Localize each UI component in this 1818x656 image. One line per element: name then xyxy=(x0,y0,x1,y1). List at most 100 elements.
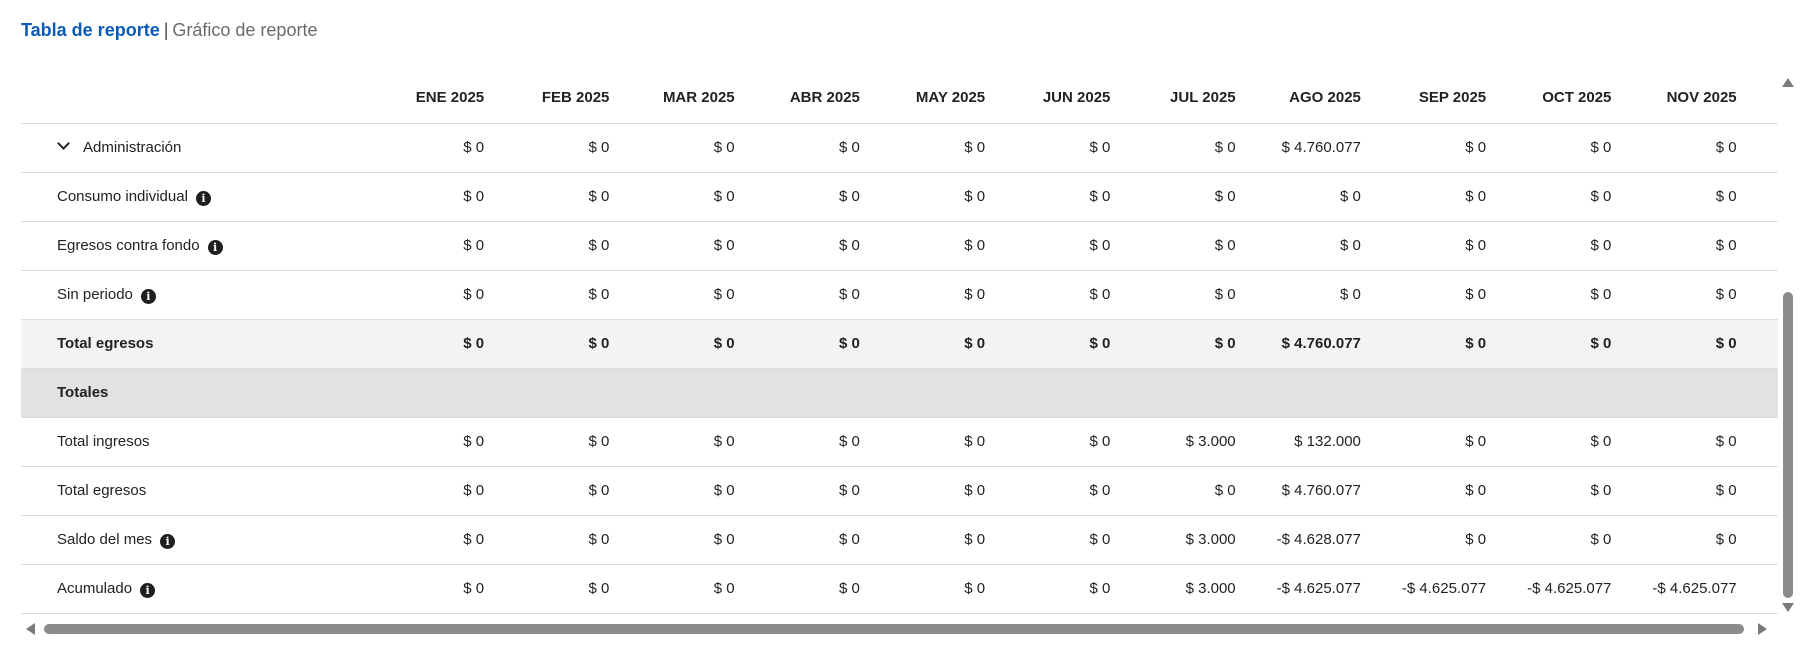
value-cell: $ 0 xyxy=(1372,466,1499,516)
value-cell: $ 0 xyxy=(370,515,497,565)
horizontal-scrollbar[interactable] xyxy=(24,622,1781,636)
value-cell: $ 0 xyxy=(370,564,497,614)
value-cell: $ 0 xyxy=(871,564,998,614)
value-cell: $ 0 xyxy=(370,221,497,271)
info-icon[interactable]: i xyxy=(207,239,223,255)
value-cell: $ 0 xyxy=(621,417,747,467)
row-label: Saldo del mes xyxy=(57,530,153,548)
value-cell: $ 0 xyxy=(1623,123,1749,173)
value-cell: $ 0 xyxy=(1498,417,1624,467)
row-label-cell: Consumo individual i xyxy=(21,172,371,222)
value-cell: $ 0 xyxy=(1122,270,1248,320)
value-cell: $ 0 xyxy=(1247,172,1373,222)
month-header: DIC 2025 xyxy=(1748,72,1778,124)
scroll-down-arrow-icon[interactable] xyxy=(1782,603,1794,612)
value-cell: $ 0 xyxy=(1122,221,1248,271)
value-cell: $ 0 xyxy=(370,123,497,173)
value-cell: -$ 4.628.077 xyxy=(1247,515,1373,565)
row-label: Egresos contra fondo xyxy=(57,236,200,254)
value-cell xyxy=(871,368,998,418)
value-cell: $ 0 xyxy=(1748,123,1778,173)
month-header: FEB 2025 xyxy=(496,72,622,124)
table-row: Saldo del mes i $ 0 $ 0 $ 0 $ 0 $ 0 $ 0 $ 3.000-… xyxy=(21,515,1778,565)
month-header: MAY 2025 xyxy=(871,72,998,124)
value-cell xyxy=(1623,368,1749,418)
month-header: OCT 2025 xyxy=(1498,72,1624,124)
info-icon[interactable]: i xyxy=(140,288,156,304)
row-label-cell: Administración xyxy=(21,123,371,173)
value-cell: $ 0 xyxy=(1748,466,1778,516)
value-cell: $ 0 xyxy=(1623,515,1749,565)
scroll-up-arrow-icon[interactable] xyxy=(1782,78,1794,87)
value-cell xyxy=(746,368,872,418)
value-cell: $ 0 xyxy=(1372,319,1499,369)
value-cell: $ 0 xyxy=(997,417,1123,467)
value-cell: -$ 4.625.077 xyxy=(1372,564,1499,614)
horizontal-scroll-thumb[interactable] xyxy=(44,624,1744,634)
vertical-scroll-thumb[interactable] xyxy=(1783,292,1793,598)
value-cell: $ 0 xyxy=(1498,172,1624,222)
value-cell: $ 0 xyxy=(746,417,872,467)
chevron-down-icon[interactable] xyxy=(57,137,70,150)
value-cell: $ 0 xyxy=(496,221,622,271)
info-icon[interactable]: i xyxy=(195,190,211,206)
value-cell: $ 0 xyxy=(1372,221,1499,271)
row-label-cell: Acumulado i xyxy=(21,564,371,614)
value-cell: $ 0 xyxy=(871,172,998,222)
row-label: Consumo individual xyxy=(57,187,188,205)
value-cell: $ 3.000 xyxy=(1122,515,1248,565)
tab-report-table[interactable]: Tabla de reporte xyxy=(21,20,160,40)
scroll-left-arrow-icon[interactable] xyxy=(26,623,35,635)
report-table-viewport[interactable]: ENE 2025 FEB 2025 MAR 2025 ABR 2025 MAY 2025… xyxy=(21,72,1778,620)
row-label-cell: Total egresos xyxy=(21,466,371,516)
report-table: ENE 2025 FEB 2025 MAR 2025 ABR 2025 MAY 2025… xyxy=(21,72,1778,614)
value-cell: $ 0 xyxy=(746,172,872,222)
value-cell: $ 0 xyxy=(1122,466,1248,516)
value-cell: $ 132.000 xyxy=(1247,417,1373,467)
value-cell: $ 0 xyxy=(496,172,622,222)
value-cell: $ 0 xyxy=(871,221,998,271)
table-row: Sin periodo i $ 0 $ 0 $ 0 $ 0 $ 0 $ 0 $ 0 $ 0 $ 0 $… xyxy=(21,270,1778,320)
value-cell: $ 4.760.077 xyxy=(1247,466,1373,516)
table-row: Total ingresos $ 0 $ 0 $ 0 $ 0 $ 0 $ 0 $ 3.000 $… xyxy=(21,417,1778,467)
value-cell: $ 0 xyxy=(496,319,622,369)
value-cell: $ 0 xyxy=(1122,319,1248,369)
value-cell: $ 4.760.077 xyxy=(1247,319,1373,369)
value-cell: $ 0 xyxy=(871,123,998,173)
table-row[interactable]: Administración $ 0 $ 0 $ 0 $ 0 $ 0 $ 0 $ 0 $ 4.7… xyxy=(21,123,1778,173)
value-cell: $ 0 xyxy=(997,221,1123,271)
info-icon[interactable]: i xyxy=(140,582,156,598)
value-cell: $ 0 xyxy=(1748,221,1778,271)
value-cell: $ 3.000 xyxy=(1122,417,1248,467)
value-cell: $ 0 xyxy=(621,221,747,271)
value-cell: $ 0 xyxy=(621,515,747,565)
value-cell: $ 0 xyxy=(1372,123,1499,173)
month-header: ENE 2025 xyxy=(370,72,497,124)
tab-report-chart[interactable]: Gráfico de reporte xyxy=(172,20,318,40)
value-cell: $ 0 xyxy=(1372,172,1499,222)
header-label-cell xyxy=(21,72,371,124)
value-cell: $ 0 xyxy=(496,466,622,516)
month-header: ABR 2025 xyxy=(746,72,872,124)
row-label: Administración xyxy=(83,139,182,156)
scroll-right-arrow-icon[interactable] xyxy=(1758,623,1767,635)
value-cell: $ 0 xyxy=(621,270,747,320)
table-row: Total egresos $ 0 $ 0 $ 0 $ 0 $ 0 $ 0 $ 0 $ 4.76… xyxy=(21,466,1778,516)
tab-separator: | xyxy=(163,20,169,40)
row-label: Acumulado xyxy=(57,579,133,597)
value-cell: $ 0 xyxy=(997,515,1123,565)
vertical-scrollbar[interactable] xyxy=(1781,78,1795,612)
value-cell: $ 0 xyxy=(621,319,747,369)
value-cell: $ 0 xyxy=(621,172,747,222)
value-cell: $ 0 xyxy=(1247,270,1373,320)
value-cell: $ 0 xyxy=(1748,172,1778,222)
value-cell: $ 0 xyxy=(746,270,872,320)
value-cell xyxy=(370,368,497,418)
value-cell: $ 0 xyxy=(1498,515,1624,565)
value-cell: $ 0 xyxy=(871,515,998,565)
row-label: Total egresos xyxy=(57,335,154,352)
info-icon[interactable]: i xyxy=(160,533,176,549)
report-view-tabs: Tabla de reporte | Gráfico de reporte xyxy=(21,18,317,42)
value-cell xyxy=(1122,368,1248,418)
value-cell: $ 0 xyxy=(1247,221,1373,271)
